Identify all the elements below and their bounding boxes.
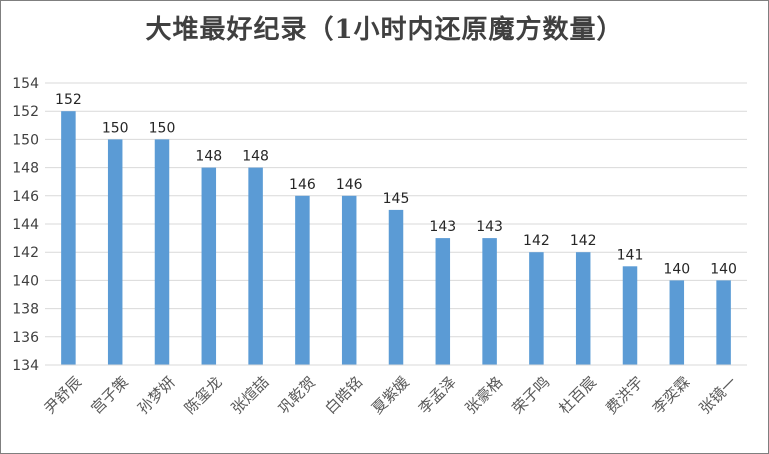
y-tick-label: 144: [12, 217, 39, 233]
bar: [61, 111, 76, 365]
data-label: 140: [663, 261, 690, 277]
x-category-label: 张豪格: [462, 373, 507, 418]
data-label: 148: [242, 149, 269, 165]
x-category-label: 杜百宸: [555, 373, 600, 418]
y-tick-label: 152: [12, 104, 39, 120]
x-category-label: 张镜一: [696, 373, 741, 418]
x-category-label: 白皓铭: [321, 373, 366, 418]
bar: [669, 280, 685, 365]
x-category-label: 李奕霖: [649, 373, 694, 418]
y-tick-label: 136: [12, 330, 39, 346]
y-tick-label: 150: [12, 132, 39, 148]
data-label: 152: [55, 92, 82, 108]
data-label: 146: [336, 177, 363, 193]
data-label: 142: [570, 233, 597, 249]
x-category-label: 李孟泽: [415, 373, 460, 418]
bar: [575, 252, 591, 365]
data-label: 143: [429, 219, 456, 235]
x-category-label: 费洪宇: [602, 373, 647, 418]
bar: [201, 167, 217, 365]
y-tick-label: 134: [12, 358, 39, 374]
bar: [482, 238, 497, 365]
bar: [716, 280, 731, 365]
data-label: 141: [617, 247, 644, 263]
bar: [248, 167, 263, 365]
y-tick-label: 140: [12, 273, 39, 289]
y-tick-label: 148: [12, 161, 39, 177]
bar: [529, 252, 544, 365]
bar: [295, 195, 310, 365]
data-label: 150: [149, 120, 176, 136]
bar: [435, 238, 451, 365]
data-label: 145: [383, 191, 410, 207]
y-tick-label: 142: [12, 245, 39, 261]
x-category-label: 巩乾贺: [275, 373, 320, 418]
bar: [107, 139, 123, 365]
bar: [341, 195, 357, 365]
chart-title: 大堆最好纪录（1小时内还原魔方数量）: [145, 15, 624, 45]
x-category-label: 陈玺龙: [181, 373, 226, 418]
x-category-label: 张煊喆: [228, 373, 273, 418]
y-tick-label: 154: [12, 76, 39, 92]
bar: [388, 209, 404, 365]
data-label: 150: [102, 120, 129, 136]
x-category-label: 夏紫媛: [368, 373, 413, 418]
y-tick-label: 146: [12, 189, 39, 205]
bar: [622, 266, 638, 365]
data-label: 146: [289, 177, 316, 193]
bar: [154, 139, 170, 365]
data-label: 148: [195, 149, 222, 165]
x-category-label: 宫子策: [87, 373, 132, 418]
x-category-label: 荣子鸣: [509, 373, 554, 418]
x-category-label: 尹舒辰: [41, 373, 86, 418]
x-category-label: 孙梦妍: [134, 373, 179, 418]
data-label: 140: [710, 261, 737, 277]
data-label: 142: [523, 233, 550, 249]
y-tick-label: 138: [12, 302, 39, 318]
data-label: 143: [476, 219, 503, 235]
